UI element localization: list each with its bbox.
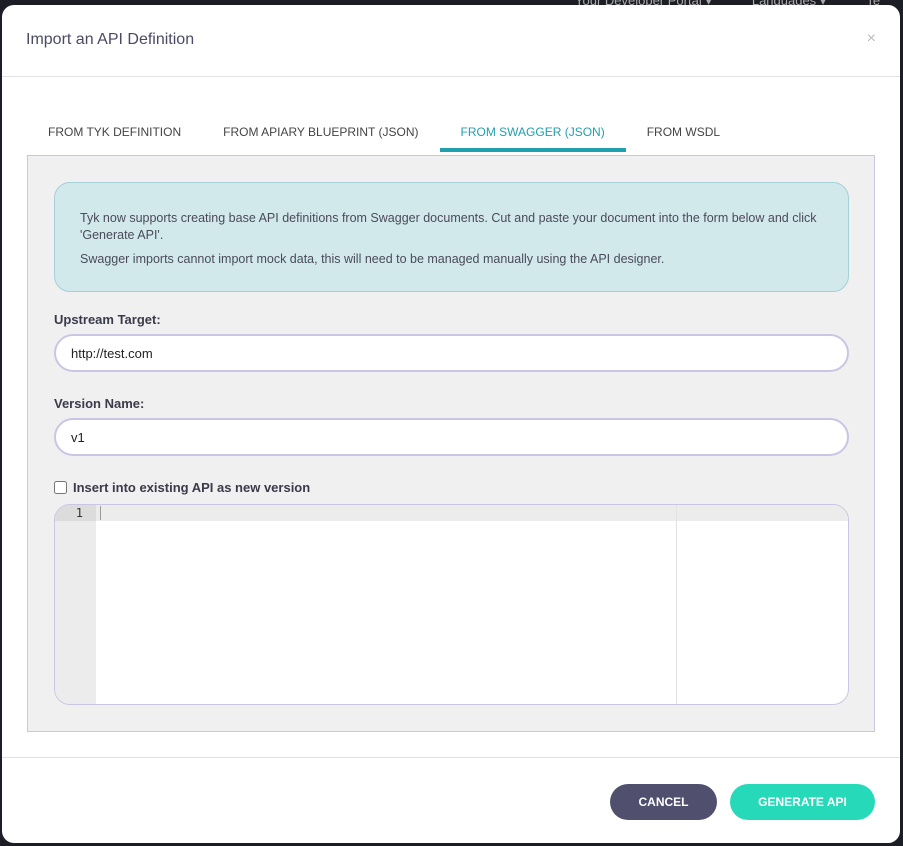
modal-title: Import an API Definition <box>26 31 195 48</box>
print-margin <box>676 505 677 704</box>
active-line <box>96 505 848 521</box>
background-nav: Your Developer Portal ▾ Languages ▾ Te <box>575 0 880 9</box>
import-api-modal: Import an API Definition × FROM TYK DEFI… <box>2 5 900 843</box>
cancel-button[interactable]: CANCEL <box>610 784 717 820</box>
line-number: 1 <box>55 505 96 521</box>
info-text: Tyk now supports creating base API defin… <box>80 211 817 242</box>
tab-apiary-blueprint[interactable]: FROM APIARY BLUEPRINT (JSON) <box>223 125 419 139</box>
nav-item-partial: Te <box>866 0 881 8</box>
upstream-target-input[interactable] <box>54 334 849 372</box>
insert-existing-checkbox-row[interactable]: Insert into existing API as new version <box>54 480 310 495</box>
tab-swagger[interactable]: FROM SWAGGER (JSON) <box>439 115 626 152</box>
tab-tyk-definition[interactable]: FROM TYK DEFINITION <box>48 125 182 139</box>
text-cursor <box>100 506 101 520</box>
version-label: Version Name: <box>54 396 145 411</box>
developer-portal-menu: Your Developer Portal ▾ <box>575 0 712 8</box>
insert-existing-label: Insert into existing API as new version <box>73 480 311 495</box>
info-text-mock: Swagger imports cannot import mock data,… <box>80 252 665 266</box>
info-box: Tyk now supports creating base API defin… <box>54 182 849 292</box>
swagger-panel: Tyk now supports creating base API defin… <box>27 155 875 732</box>
code-editor[interactable]: 1 <box>54 504 849 705</box>
close-icon[interactable]: × <box>866 30 876 47</box>
tabs: FROM TYK DEFINITION FROM APIARY BLUEPRIN… <box>27 115 741 152</box>
version-name-input[interactable] <box>54 418 849 456</box>
editor-gutter <box>55 505 96 704</box>
generate-api-button[interactable]: GENERATE API <box>730 784 875 820</box>
tab-wsdl[interactable]: FROM WSDL <box>646 125 721 139</box>
languages-menu: Languages ▾ <box>751 0 827 8</box>
modal-header: Import an API Definition × <box>2 5 900 77</box>
upstream-label: Upstream Target: <box>54 312 161 327</box>
insert-existing-checkbox[interactable] <box>54 481 67 494</box>
modal-footer: CANCEL GENERATE API <box>2 757 900 843</box>
